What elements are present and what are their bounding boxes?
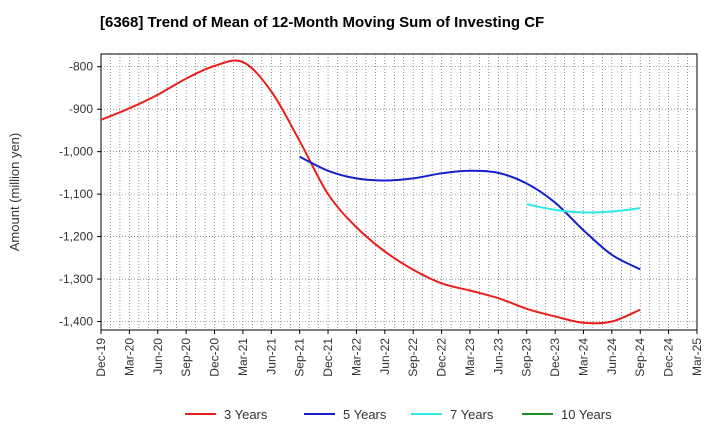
series-line-7-years xyxy=(526,203,641,214)
x-tick-label: Sep-24 xyxy=(633,338,647,377)
legend-label: 10 Years xyxy=(561,407,612,422)
x-tick-label: Mar-24 xyxy=(576,338,590,376)
x-tick-label: Dec-19 xyxy=(94,338,108,377)
x-tick-label: Jun-23 xyxy=(491,338,505,375)
y-tick-label: -1,000 xyxy=(59,145,93,159)
y-tick-label: -1,400 xyxy=(59,315,93,329)
series-lines xyxy=(100,59,641,325)
x-tick-label: Mar-21 xyxy=(236,338,250,376)
legend: 3 Years 5 Years 7 Years 10 Years xyxy=(185,407,612,422)
legend-label: 5 Years xyxy=(343,407,387,422)
x-tick-label: Jun-21 xyxy=(264,338,278,375)
y-tick-label: -800 xyxy=(69,60,93,74)
chart-title: [6368] Trend of Mean of 12-Month Moving … xyxy=(100,14,544,31)
x-axis: Dec-19 Mar-20 Jun-20 Sep-20 Dec-20 Mar-21 Jun-… xyxy=(94,330,704,377)
y-axis-label: Amount (million yen) xyxy=(7,133,22,252)
y-tick-label: -1,200 xyxy=(59,230,93,244)
legend-label: 7 Years xyxy=(450,407,494,422)
x-tick-label: Mar-22 xyxy=(349,338,363,376)
x-tick-label: Jun-24 xyxy=(605,338,619,375)
y-tick-label: -900 xyxy=(69,102,93,116)
x-tick-label: Jun-22 xyxy=(378,338,392,375)
x-tick-label: Sep-23 xyxy=(520,338,534,377)
series-line-3-years xyxy=(100,59,641,325)
x-tick-label: Dec-24 xyxy=(662,338,676,377)
x-tick-label: Sep-21 xyxy=(293,338,307,377)
x-tick-label: Mar-25 xyxy=(690,338,704,376)
series-line-5-years xyxy=(299,155,641,271)
x-tick-label: Dec-21 xyxy=(321,338,335,377)
x-tick-label: Sep-20 xyxy=(179,338,193,377)
grid-lines xyxy=(101,54,697,330)
y-axis: -800 -900 -1,000 -1,100 -1,200 -1,300 -1,400 xyxy=(59,60,101,329)
x-tick-label: Dec-23 xyxy=(548,338,562,377)
x-tick-label: Dec-22 xyxy=(435,338,449,377)
plot-area xyxy=(100,53,698,331)
x-tick-label: Jun-20 xyxy=(151,338,165,375)
y-tick-label: -1,100 xyxy=(59,187,93,201)
x-tick-label: Sep-22 xyxy=(406,338,420,377)
x-tick-label: Mar-20 xyxy=(122,338,136,376)
legend-label: 3 Years xyxy=(224,407,268,422)
x-tick-label: Mar-23 xyxy=(463,338,477,376)
x-tick-label: Dec-20 xyxy=(208,338,222,377)
y-tick-label: -1,300 xyxy=(59,272,93,286)
